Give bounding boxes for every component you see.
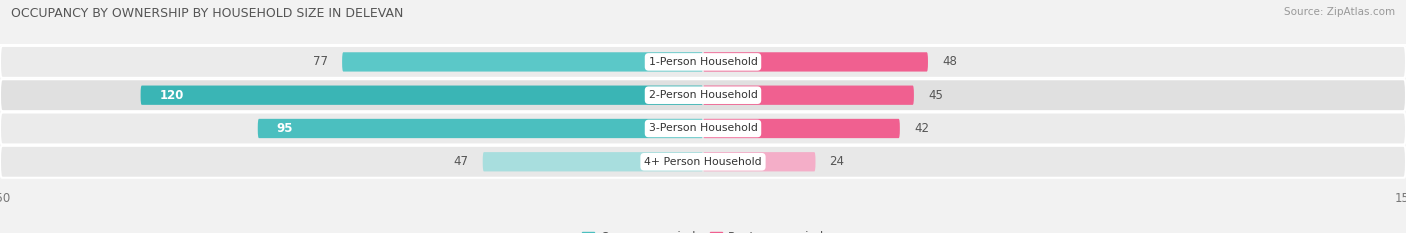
Text: 77: 77 bbox=[314, 55, 328, 69]
Text: 45: 45 bbox=[928, 89, 943, 102]
FancyBboxPatch shape bbox=[482, 152, 703, 171]
FancyBboxPatch shape bbox=[703, 52, 928, 72]
Text: 3-Person Household: 3-Person Household bbox=[648, 123, 758, 134]
FancyBboxPatch shape bbox=[703, 152, 815, 171]
FancyBboxPatch shape bbox=[0, 79, 1406, 111]
Text: 47: 47 bbox=[454, 155, 468, 168]
FancyBboxPatch shape bbox=[0, 113, 1406, 144]
FancyBboxPatch shape bbox=[342, 52, 703, 72]
Text: 120: 120 bbox=[159, 89, 184, 102]
Text: OCCUPANCY BY OWNERSHIP BY HOUSEHOLD SIZE IN DELEVAN: OCCUPANCY BY OWNERSHIP BY HOUSEHOLD SIZE… bbox=[11, 7, 404, 20]
Text: 95: 95 bbox=[277, 122, 292, 135]
FancyBboxPatch shape bbox=[0, 46, 1406, 78]
Text: 4+ Person Household: 4+ Person Household bbox=[644, 157, 762, 167]
FancyBboxPatch shape bbox=[257, 119, 703, 138]
FancyBboxPatch shape bbox=[141, 86, 703, 105]
Text: 42: 42 bbox=[914, 122, 929, 135]
FancyBboxPatch shape bbox=[703, 119, 900, 138]
Text: 2-Person Household: 2-Person Household bbox=[648, 90, 758, 100]
Text: 1-Person Household: 1-Person Household bbox=[648, 57, 758, 67]
Text: 24: 24 bbox=[830, 155, 845, 168]
Text: 48: 48 bbox=[942, 55, 957, 69]
Legend: Owner-occupied, Renter-occupied: Owner-occupied, Renter-occupied bbox=[578, 226, 828, 233]
FancyBboxPatch shape bbox=[703, 86, 914, 105]
Text: Source: ZipAtlas.com: Source: ZipAtlas.com bbox=[1284, 7, 1395, 17]
FancyBboxPatch shape bbox=[0, 146, 1406, 178]
